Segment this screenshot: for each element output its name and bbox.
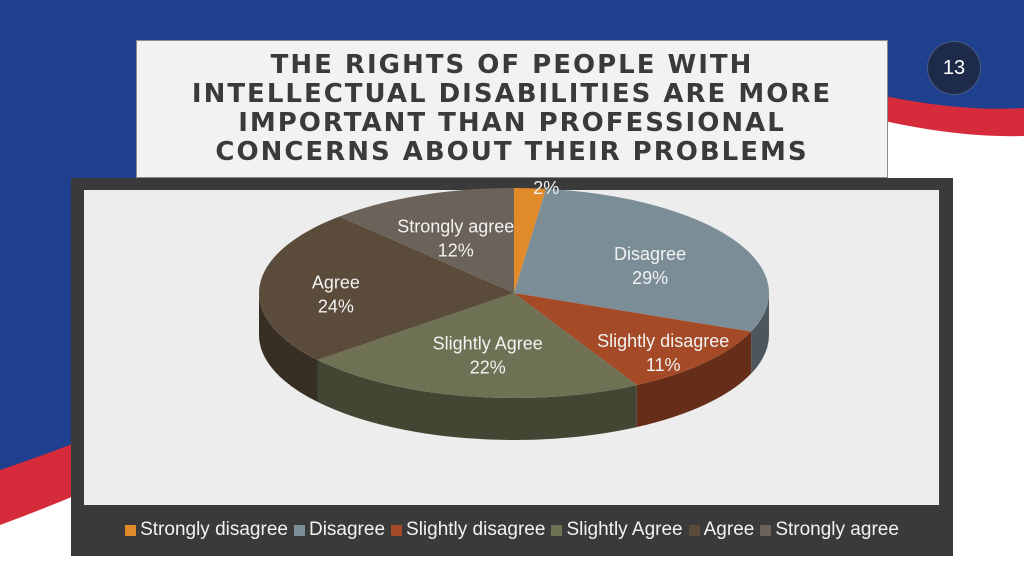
legend-label: Slightly disagree bbox=[406, 519, 546, 540]
data-label-agree: Agree 24% bbox=[312, 272, 360, 316]
page-number-badge: 13 bbox=[927, 41, 981, 95]
pie-slice-slightly-disagree bbox=[514, 293, 752, 386]
legend-swatch bbox=[293, 524, 305, 536]
legend-item-disagree: Disagree bbox=[293, 519, 386, 541]
legend-item-strongly-disagree: Strongly disagree bbox=[125, 519, 288, 541]
legend-swatch bbox=[125, 524, 137, 536]
legend-label: Strongly disagree bbox=[140, 519, 288, 540]
data-label-strongly-agree: Strongly agree 12% bbox=[397, 216, 514, 260]
legend-swatch bbox=[760, 524, 772, 536]
legend-item-slightly-agree: Slightly Agree bbox=[551, 519, 683, 541]
pie-slice-strongly-disagree bbox=[514, 188, 546, 293]
legend-label: Agree bbox=[703, 519, 755, 540]
data-label-strongly-disagree: Strongly disagree2% bbox=[476, 178, 616, 198]
data-label-slightly-disagree: Slightly disagree 11% bbox=[597, 331, 729, 375]
pie-slice-agree bbox=[259, 216, 514, 360]
chart-legend: Strongly disagree Disagree Slightly disagr… bbox=[71, 519, 953, 541]
legend-label: Disagree bbox=[308, 519, 386, 540]
legend-label: Strongly agree bbox=[775, 519, 899, 540]
legend-item-agree: Agree bbox=[688, 519, 755, 541]
pie-side-slightly-disagree bbox=[636, 331, 752, 428]
legend-item-slightly-disagree: Slightly disagree bbox=[391, 519, 545, 541]
pie-side-disagree bbox=[751, 293, 769, 374]
legend-swatch bbox=[688, 524, 700, 536]
slide-title: THE RIGHTS OF PEOPLE WITH INTELLECTUAL D… bbox=[191, 50, 833, 167]
pie-side-slightly-agree bbox=[317, 359, 637, 440]
page-number: 13 bbox=[942, 56, 966, 79]
legend-item-strongly-agree: Strongly agree bbox=[760, 519, 899, 541]
legend-swatch bbox=[391, 524, 403, 536]
pie-side-agree bbox=[259, 293, 318, 402]
data-label-slightly-agree: Slightly Agree 22% bbox=[433, 334, 543, 378]
pie-slice-strongly-agree bbox=[339, 188, 514, 293]
pie-slice-slightly-agree bbox=[317, 293, 637, 398]
title-box: THE RIGHTS OF PEOPLE WITH INTELLECTUAL D… bbox=[136, 40, 888, 178]
legend-label: Slightly Agree bbox=[566, 519, 683, 540]
pie-slice-disagree bbox=[514, 188, 770, 332]
legend-swatch bbox=[551, 524, 563, 536]
data-label-disagree: Disagree 29% bbox=[614, 244, 686, 288]
